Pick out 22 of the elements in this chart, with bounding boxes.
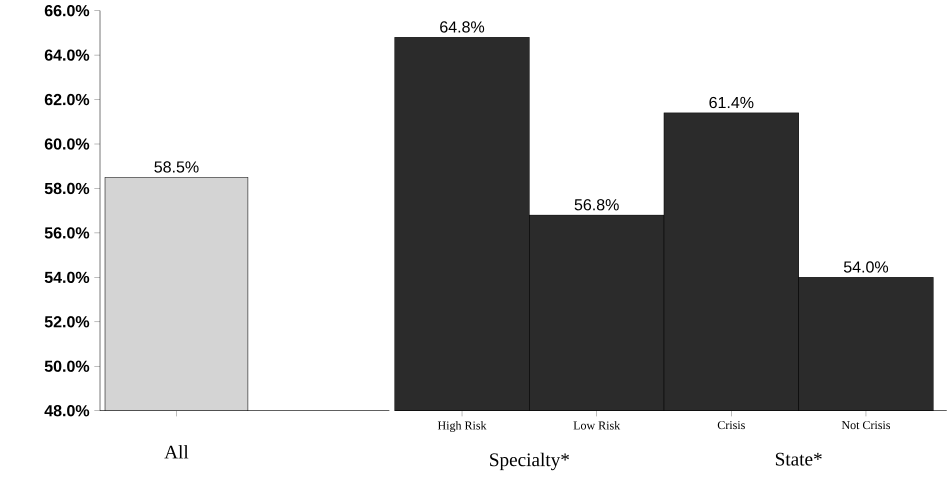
data-label: 58.5%: [154, 161, 199, 173]
data-label: 61.4%: [709, 96, 754, 108]
data-label: 64.8%: [440, 21, 484, 33]
text: Specialty*: [490, 452, 569, 470]
y-tick-label: 52.0%: [44, 316, 90, 328]
x-tick-label: Crisis: [718, 421, 745, 430]
x-tick-label: All: [164, 445, 188, 458]
data-label: 56.8%: [574, 199, 619, 210]
y-tick-label: 54.0%: [44, 272, 90, 283]
y-tick-label: 56.0%: [44, 227, 90, 239]
x-tick-label: High Risk: [438, 421, 487, 432]
y-tick-label: 50.0%: [44, 360, 90, 372]
y-tick-label: 60.0%: [44, 138, 90, 150]
text: State*: [776, 452, 822, 466]
x-tick-label: Not Crisis: [842, 421, 890, 430]
y-tick-label: 66.0%: [44, 4, 90, 16]
data-label: 54.0%: [844, 261, 888, 273]
y-tick-label: 48.0%: [44, 405, 90, 416]
y-tick-label: 64.0%: [44, 49, 90, 61]
x-tick-label: Low Risk: [574, 421, 620, 430]
y-tick-label: 62.0%: [44, 94, 90, 106]
y-tick-label: 58.0%: [44, 182, 90, 194]
